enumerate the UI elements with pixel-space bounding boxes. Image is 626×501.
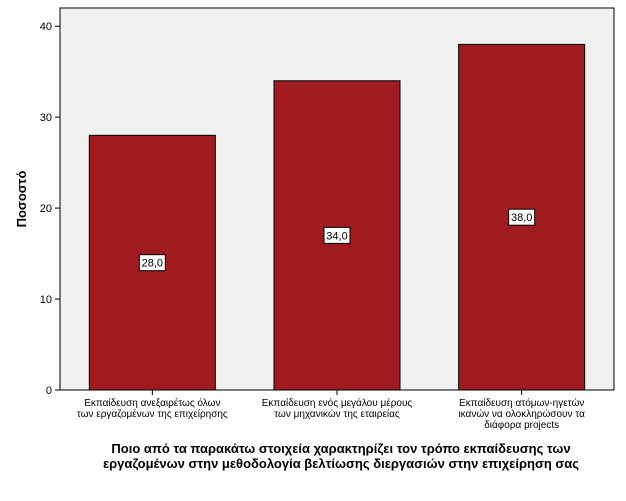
data-label-box: [138, 254, 166, 272]
data-label-box: [508, 208, 536, 226]
y-tick-label: 0: [46, 385, 52, 397]
y-tick-label: 40: [40, 21, 52, 33]
x-tick-label: Εκπαίδευση ενός μεγάλου μέρους των μηχανι…: [262, 397, 413, 420]
y-tick-label: 20: [40, 203, 52, 215]
y-tick-label: 10: [40, 294, 52, 306]
data-label-box: [323, 226, 351, 244]
y-tick-label: 30: [40, 112, 52, 124]
bars: 28,0 34,0 38,0: [88, 43, 586, 391]
x-axis-label: Ποιο από τα παρακάτω στοιχεία χαρακτηρίζ…: [103, 441, 579, 471]
x-tick-label: Εκπαίδευση ατόμων-ηγετών ικανών να ολοκλη…: [458, 397, 585, 431]
data-label: 34,0: [326, 230, 347, 242]
x-tick-label: Εκπαίδευση ανεξαιρέτως όλων των εργαζομέν…: [77, 397, 228, 420]
x-axis-categories: Εκπαίδευση ανεξαιρέτως όλων των εργαζομέν…: [77, 390, 585, 431]
y-axis-ticks: 0 10 20 30 40: [40, 21, 60, 397]
data-label: 28,0: [142, 258, 163, 270]
data-label: 38,0: [511, 212, 532, 224]
y-axis-label: Ποσοστό: [14, 171, 29, 228]
